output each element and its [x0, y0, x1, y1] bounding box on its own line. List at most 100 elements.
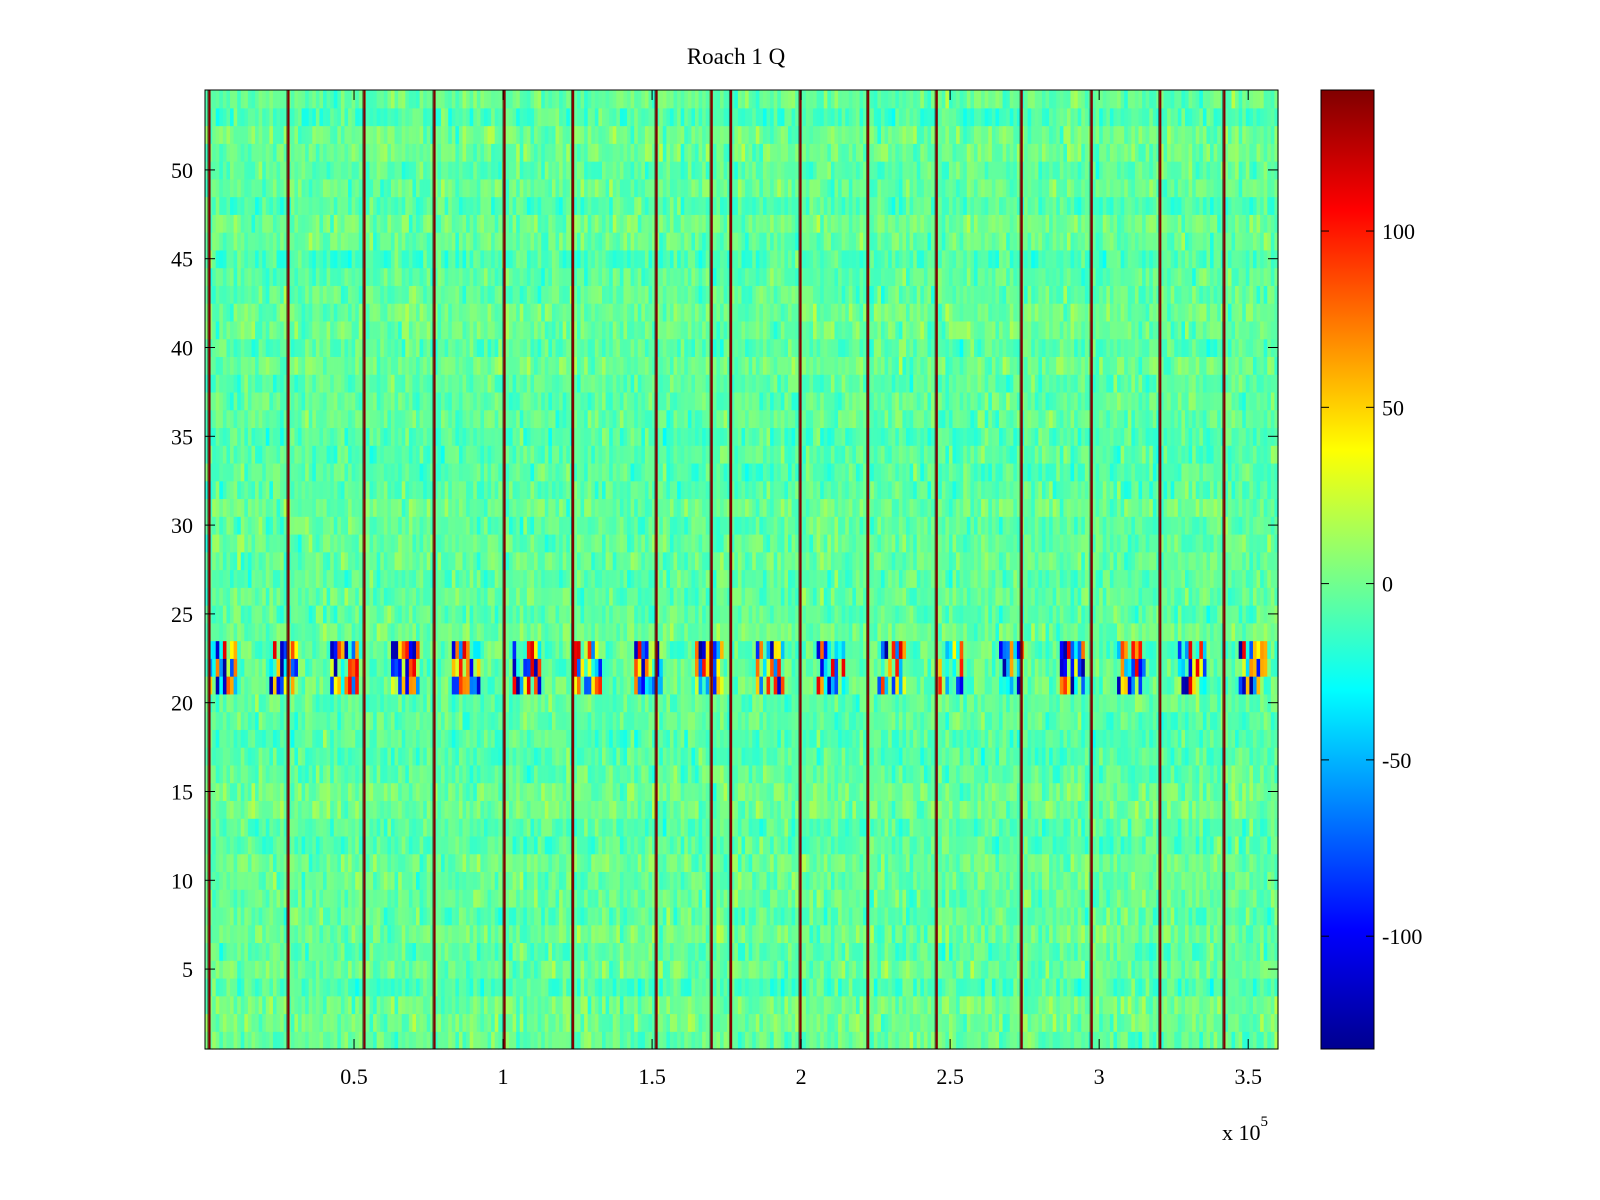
heatmap-cell [1231, 906, 1236, 926]
heatmap-cell [913, 960, 918, 979]
heatmap-cell [276, 1013, 281, 1032]
heatmap-cell [512, 871, 517, 890]
heatmap-cell [641, 818, 646, 837]
heatmap-cell [373, 924, 378, 944]
heatmap-cell [888, 942, 893, 961]
heatmap-cell [426, 800, 431, 819]
heatmap-cell [373, 782, 378, 801]
heatmap-cell [212, 977, 217, 997]
heatmap-cell [451, 818, 456, 837]
heatmap-cell [938, 1031, 943, 1050]
heatmap-cell [956, 1013, 961, 1032]
heatmap-cell [1202, 782, 1208, 801]
heatmap-cell [426, 906, 431, 926]
heatmap-cell [898, 924, 904, 944]
heatmap-cell [616, 1031, 621, 1050]
heatmap-cell [1027, 818, 1032, 837]
heatmap-cell [973, 835, 979, 855]
heatmap-cell [791, 1013, 796, 1032]
heatmap-cell [941, 889, 946, 908]
heatmap-cell [272, 960, 278, 979]
heatmap-cell [1252, 977, 1258, 997]
heatmap-cell [952, 782, 957, 801]
heatmap-cell [230, 924, 235, 944]
heatmap-cell [441, 871, 446, 890]
heatmap-cell [290, 1031, 296, 1050]
heatmap-cell [848, 800, 853, 819]
heatmap-cell [301, 764, 306, 784]
heatmap-cell [265, 800, 270, 819]
heatmap-cell [1077, 924, 1082, 944]
heatmap-cell [487, 747, 492, 766]
heatmap-cell [770, 889, 775, 908]
heatmap-cell [788, 853, 793, 873]
heatmap-cell [423, 889, 428, 908]
heatmap-cell [891, 853, 896, 873]
heatmap-cell [623, 995, 628, 1015]
heatmap-cell [494, 764, 499, 784]
heatmap-cell [659, 782, 664, 801]
heatmap-cell [1049, 782, 1054, 801]
heatmap-cell [809, 977, 814, 997]
heatmap-cell [494, 800, 499, 819]
heatmap-cell [762, 995, 768, 1015]
heatmap-cell [1077, 1031, 1082, 1050]
heatmap-cell [999, 835, 1004, 855]
heatmap-cell [895, 942, 900, 961]
heatmap-cell [795, 853, 800, 873]
heatmap-cell [351, 1013, 356, 1032]
heatmap-cell [999, 924, 1004, 944]
heatmap-cell [387, 764, 392, 784]
heatmap-cell [1167, 889, 1172, 908]
heatmap-cell [956, 835, 961, 855]
heatmap-cell [390, 924, 396, 944]
heatmap-cell [988, 764, 993, 784]
heatmap-cell [1188, 782, 1193, 801]
heatmap-cell [948, 835, 954, 855]
heatmap-cell [948, 1031, 954, 1050]
heatmap-cell [365, 747, 371, 766]
heatmap-cell [816, 853, 821, 873]
heatmap-cell [1102, 800, 1107, 819]
heatmap-cell [984, 800, 989, 819]
heatmap-cell [301, 782, 306, 801]
heatmap-cell [519, 942, 524, 961]
heatmap-cell [512, 835, 517, 855]
heatmap-cell [437, 764, 442, 784]
heatmap-cell [788, 977, 793, 997]
heatmap-cell [1138, 960, 1143, 979]
heatmap-cell [669, 977, 675, 997]
heatmap-cell [1113, 960, 1118, 979]
heatmap-cell [916, 871, 921, 890]
heatmap-cell [1181, 764, 1186, 784]
heatmap-cell [369, 853, 374, 873]
heatmap-cell [251, 800, 256, 819]
heatmap-cell [605, 942, 610, 961]
heatmap-cell [1185, 924, 1190, 944]
heatmap-cell [208, 906, 213, 926]
heatmap-cell [791, 764, 796, 784]
heatmap-cell [1052, 995, 1057, 1015]
heatmap-cell [766, 782, 771, 801]
heatmap-cell [745, 995, 750, 1015]
heatmap-cell [623, 924, 628, 944]
heatmap-cell [240, 1013, 245, 1032]
heatmap-cell [1274, 853, 1279, 873]
heatmap-cell [623, 800, 628, 819]
heatmap-cell [723, 1031, 728, 1050]
heatmap-cell [634, 906, 639, 926]
heatmap-cell [652, 1031, 657, 1050]
heatmap-cell [469, 818, 474, 837]
heatmap-cell [1227, 1031, 1233, 1050]
heatmap-cell [705, 1013, 710, 1032]
heatmap-cell [265, 889, 270, 908]
heatmap-cell [251, 924, 256, 944]
heatmap-cell [222, 960, 228, 979]
heatmap-cell [988, 977, 993, 997]
heatmap-cell [687, 960, 693, 979]
heatmap-cell [551, 924, 557, 944]
heatmap-cell [741, 924, 746, 944]
heatmap-cell [870, 800, 875, 819]
heatmap-cell [984, 977, 989, 997]
heatmap-cell [1013, 942, 1018, 961]
